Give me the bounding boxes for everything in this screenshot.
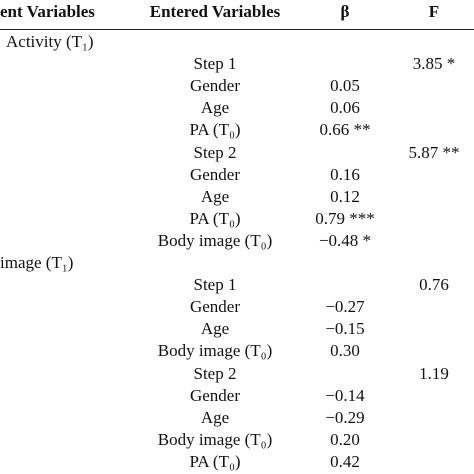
beta-cell: 0.30: [330, 341, 360, 361]
beta-cell: 0.20: [330, 429, 360, 449]
entered-cell: Age: [200, 98, 230, 118]
header-cell: ent Variables: [0, 2, 95, 21]
entered-cell: Body image (T₀): [157, 429, 273, 449]
entered-cell: Gender: [189, 164, 241, 184]
entered-cell: Age: [200, 186, 230, 206]
entered-cell: PA (T₀): [189, 208, 241, 228]
beta-cell: −0.29: [325, 407, 365, 427]
entered-cell: Step 1: [193, 275, 237, 295]
header-cell: F: [428, 2, 440, 21]
beta-cell: 0.05: [330, 76, 360, 96]
entered-cell: Gender: [189, 385, 241, 405]
beta-cell: 0.06: [330, 98, 360, 118]
header-rule: [0, 29, 474, 30]
entered-cell: Body image (T₀): [157, 230, 273, 250]
header-cell: Entered Variables: [149, 2, 281, 21]
beta-cell: −0.15: [325, 319, 365, 339]
entered-cell: Step 2: [193, 142, 237, 162]
beta-cell: 0.16: [330, 164, 360, 184]
beta-cell: −0.48 *: [318, 230, 372, 250]
entered-cell: Step 1: [193, 54, 237, 74]
entered-cell: Gender: [189, 76, 241, 96]
entered-cell: Age: [200, 407, 230, 427]
entered-cell: Age: [200, 319, 230, 339]
f-cell: 1.19: [419, 363, 449, 383]
entered-cell: Body image (T₀): [157, 341, 273, 361]
beta-cell: −0.27: [325, 297, 365, 317]
beta-cell: −0.14: [325, 385, 365, 405]
beta-cell: 0.66 **: [319, 120, 371, 140]
entered-cell: PA (T₀): [189, 120, 241, 140]
f-cell: 0.76: [419, 275, 449, 295]
entered-cell: Step 2: [193, 363, 237, 383]
beta-cell: 0.12: [330, 186, 360, 206]
dependent-cell: Activity (T₁): [6, 32, 94, 51]
f-cell: 5.87 **: [408, 142, 460, 162]
f-cell: 3.85 *: [412, 54, 456, 74]
entered-cell: Gender: [189, 297, 241, 317]
header-cell: β: [340, 2, 350, 21]
entered-cell: PA (T₀): [189, 451, 241, 471]
beta-cell: 0.42: [330, 451, 360, 471]
dependent-cell: image (T₁): [0, 253, 74, 272]
beta-cell: 0.79 ***: [315, 208, 375, 228]
